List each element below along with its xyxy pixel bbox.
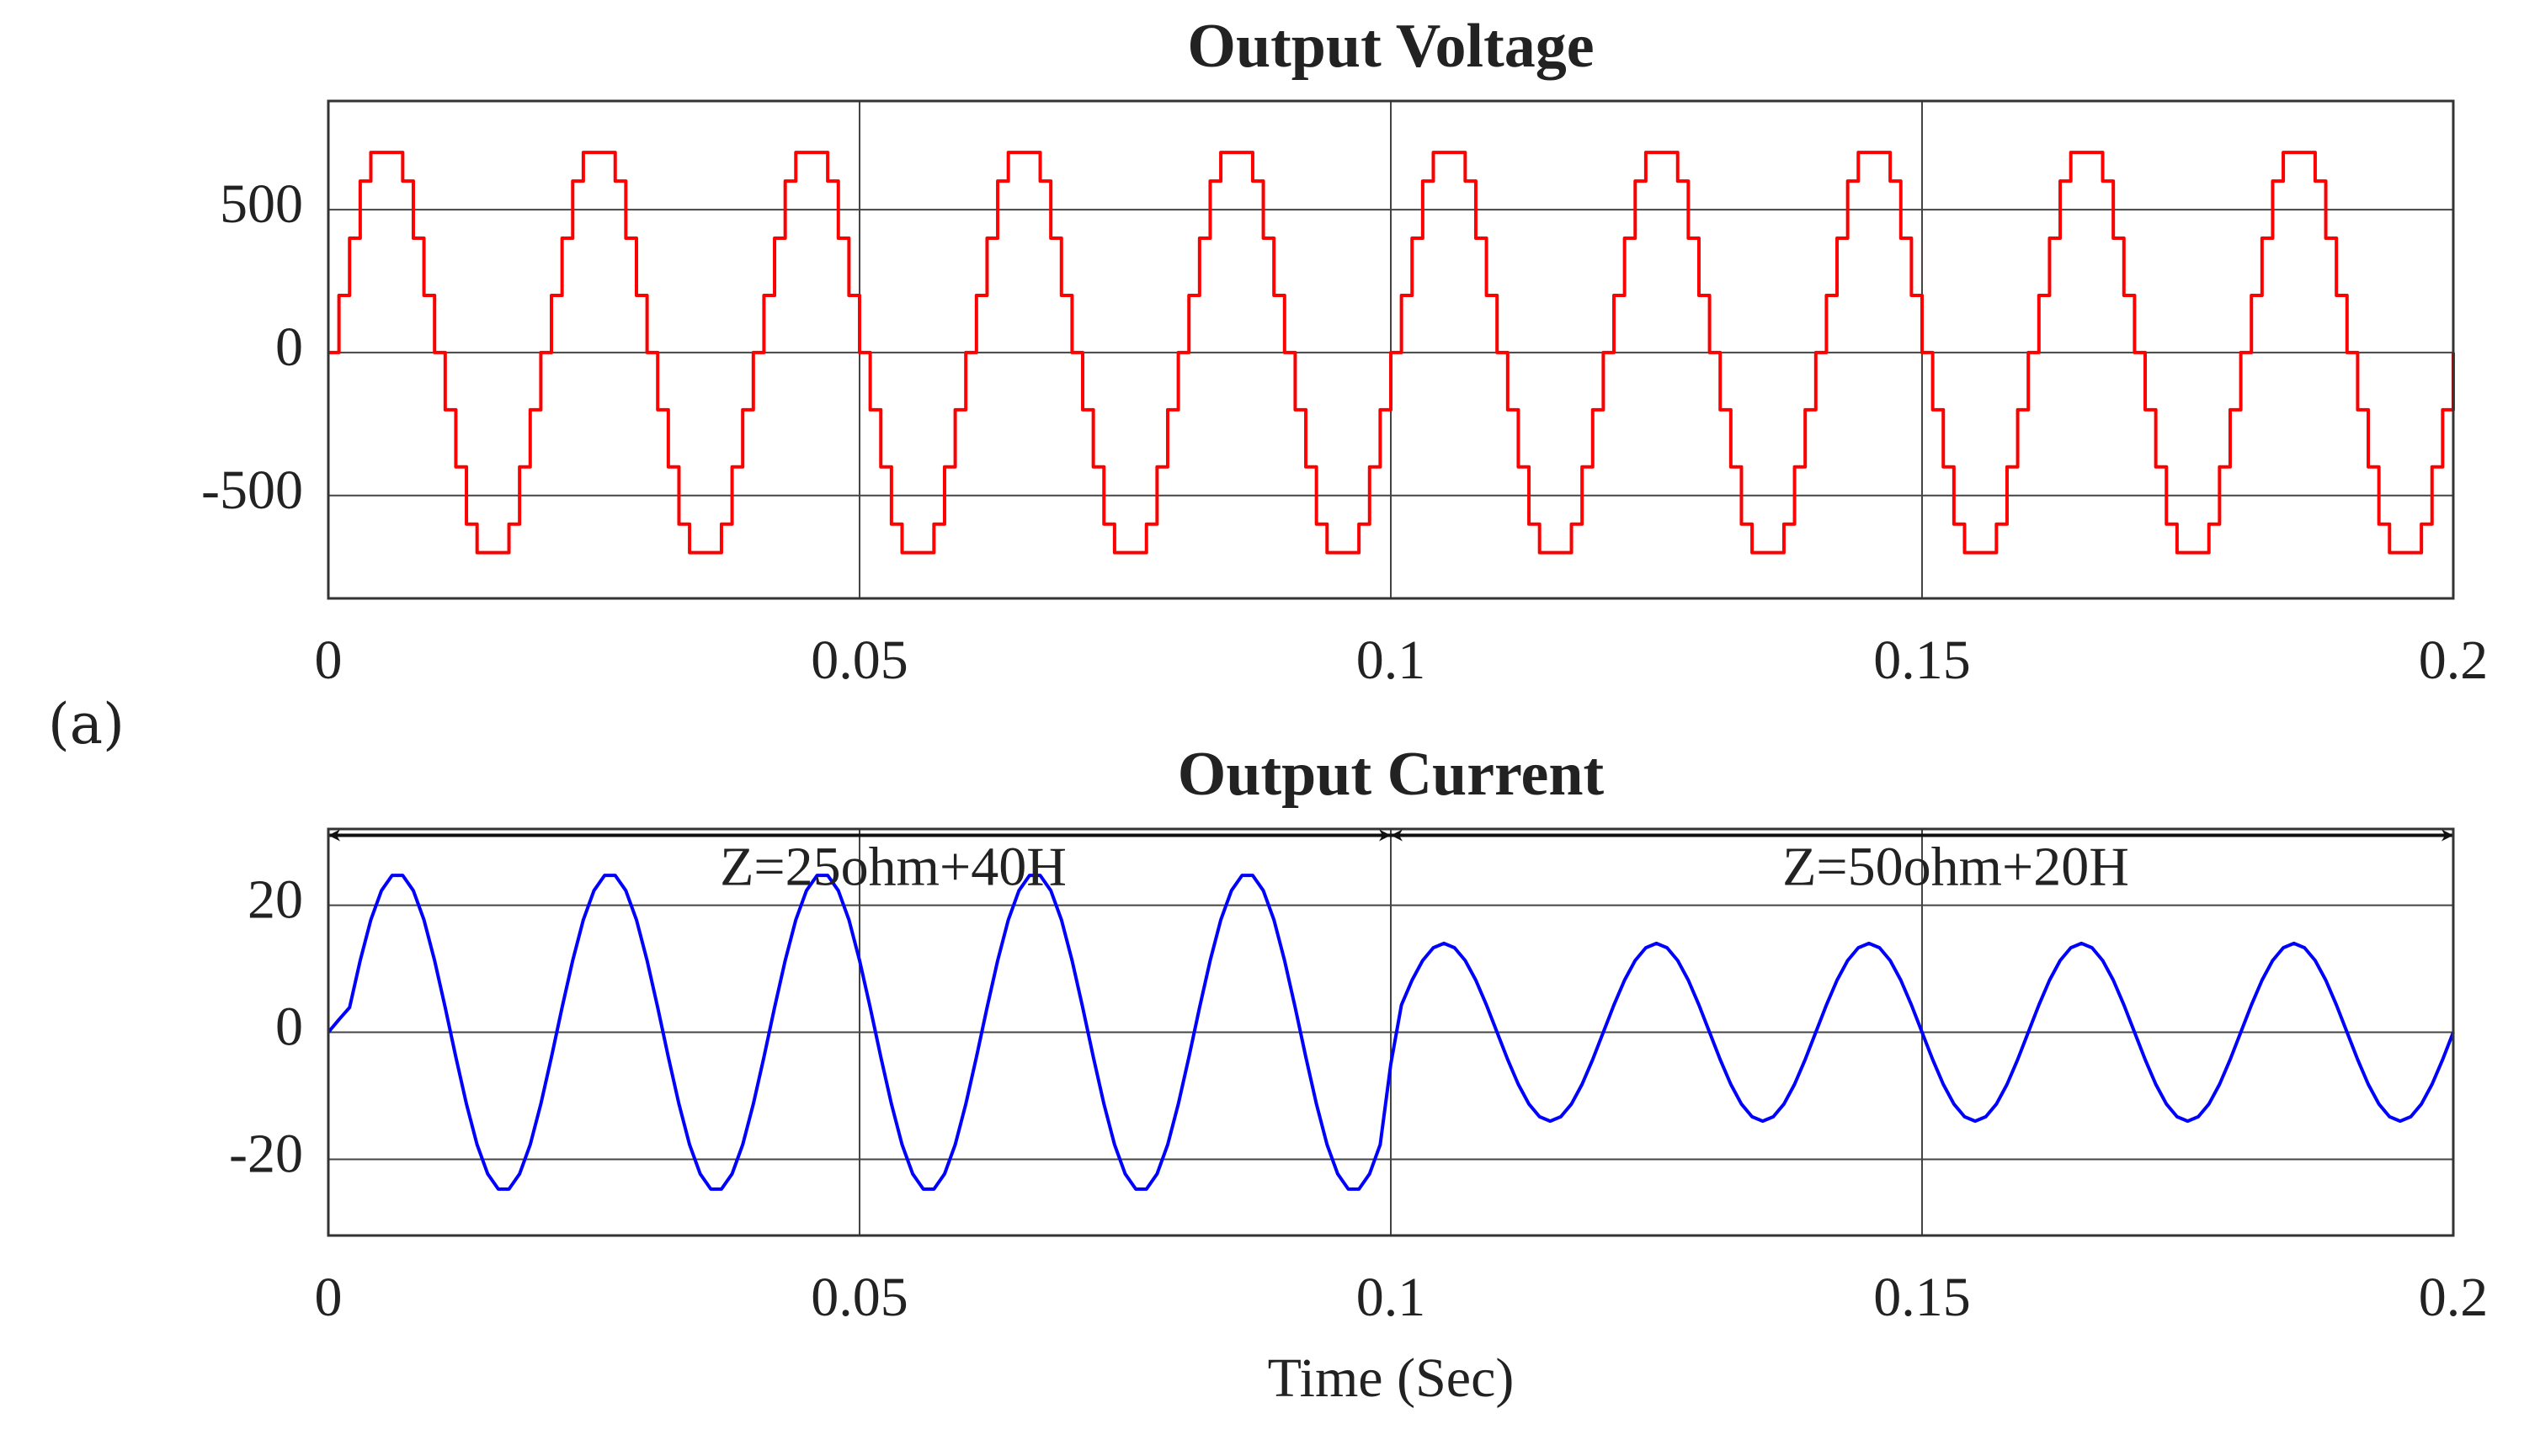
y-tick-label: 500 — [220, 173, 303, 235]
x-tick-label: 0 — [315, 1267, 343, 1328]
x-axis-label: Time (Sec) — [1268, 1347, 1515, 1409]
plot-frame — [327, 827, 2455, 1237]
plot-frame — [327, 99, 2455, 600]
chart-title: Output Voltage — [1187, 12, 1594, 81]
series-line — [328, 151, 2455, 555]
y-tick-label: 0 — [275, 316, 303, 378]
y-tick-label: 20 — [248, 869, 303, 931]
x-tick-label: 0.2 — [2419, 1267, 2489, 1328]
x-tick-label: 0 — [315, 630, 343, 691]
y-tick-label: -20 — [229, 1124, 303, 1185]
chart-title: Output Current — [1178, 740, 1605, 809]
annotation-text: Z=25ohm+40H — [720, 837, 1067, 898]
y-tick-label: -500 — [201, 460, 303, 521]
x-tick-label: 0.05 — [811, 630, 908, 691]
series-line — [327, 874, 2455, 1191]
panel-label: (a) — [48, 692, 125, 757]
x-tick-label: 0.1 — [1356, 630, 1426, 691]
x-tick-label: 0.1 — [1356, 1267, 1426, 1328]
y-tick-label: 0 — [275, 996, 303, 1058]
x-tick-label: 0.15 — [1873, 630, 1971, 691]
x-tick-label: 0.2 — [2419, 630, 2489, 691]
annotation-text: Z=50ohm+20H — [1782, 837, 2129, 898]
x-tick-label: 0.15 — [1873, 1267, 1971, 1328]
x-tick-label: 0.05 — [811, 1267, 908, 1328]
